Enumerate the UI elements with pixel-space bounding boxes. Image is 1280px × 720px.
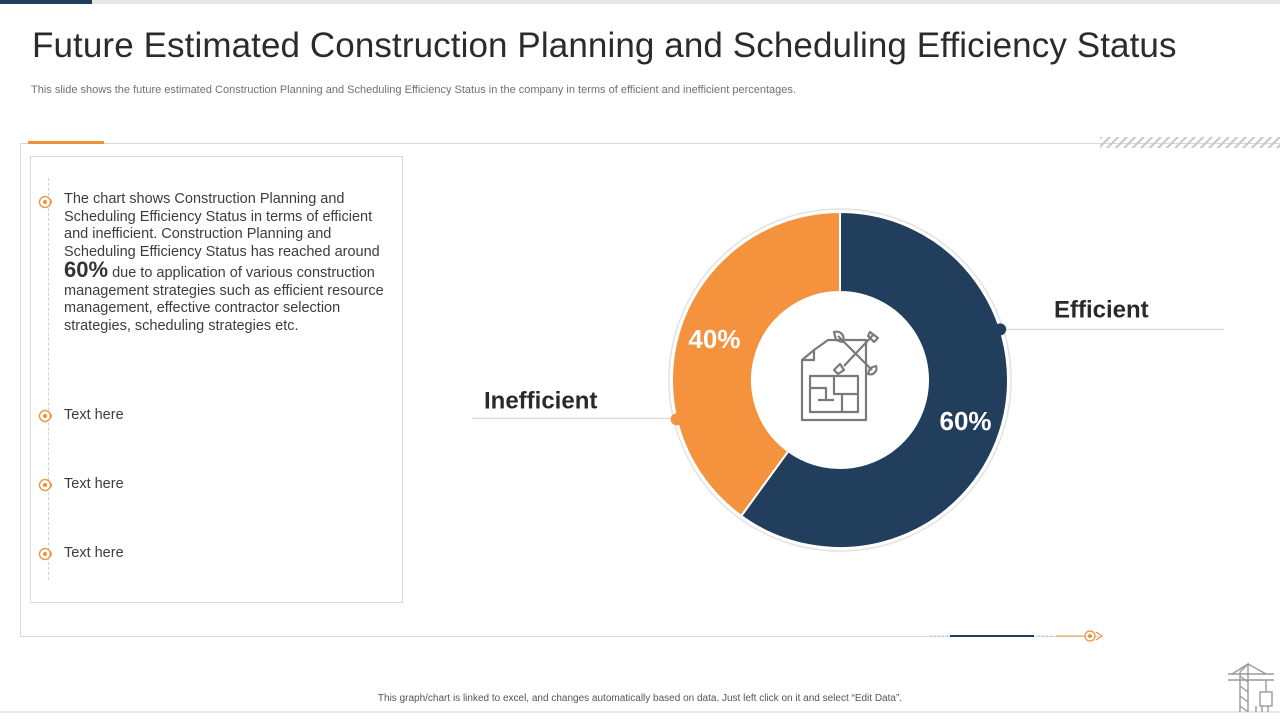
donut-outer-ring: [668, 208, 1012, 552]
slice-value-label: 40%: [688, 324, 740, 354]
list-item: Text here: [64, 476, 124, 492]
inefficient-callout-dot: [670, 413, 683, 426]
slice-value-label: 60%: [940, 406, 992, 436]
crane-icon: [1228, 662, 1274, 712]
hatch-decoration: [1100, 137, 1280, 148]
donut-slice-efficient: [739, 210, 1009, 549]
frame-accent-tab: [28, 141, 104, 144]
target-bullet-icon: [38, 478, 52, 492]
bottom-rule: [0, 711, 1280, 713]
blueprint-tools-icon: [800, 330, 880, 422]
efficient-callout-dot: [994, 323, 1007, 336]
inefficient-category-label: Inefficient: [484, 387, 597, 414]
donut-chart: 60% 40% Efficient Inefficient: [472, 208, 1224, 552]
bottom-line-decoration: [930, 630, 1104, 642]
highlight-percent: 60%: [64, 257, 109, 282]
text-panel: [30, 156, 403, 603]
target-bullet-icon: [38, 547, 52, 561]
top-rule: [0, 0, 1280, 4]
description-text-start: The chart shows Construction Planning an…: [64, 191, 380, 260]
list-item: Text here: [64, 407, 124, 423]
page-subtitle: This slide shows the future estimated Co…: [31, 84, 796, 96]
efficient-category-label: Efficient: [1054, 296, 1149, 323]
page-title: Future Estimated Construction Planning a…: [32, 26, 1177, 65]
target-bullet-icon: [38, 409, 52, 423]
description-paragraph: The chart shows Construction Planning an…: [64, 191, 394, 335]
bullet-guide-line: [48, 178, 49, 580]
list-item: Text here: [64, 545, 124, 561]
content-frame: [20, 143, 1099, 637]
top-accent-bar: [0, 0, 92, 4]
description-text-end: due to application of various constructi…: [64, 265, 384, 334]
target-bullet-icon: [38, 195, 52, 209]
footer-note: This graph/chart is linked to excel, and…: [377, 693, 903, 704]
